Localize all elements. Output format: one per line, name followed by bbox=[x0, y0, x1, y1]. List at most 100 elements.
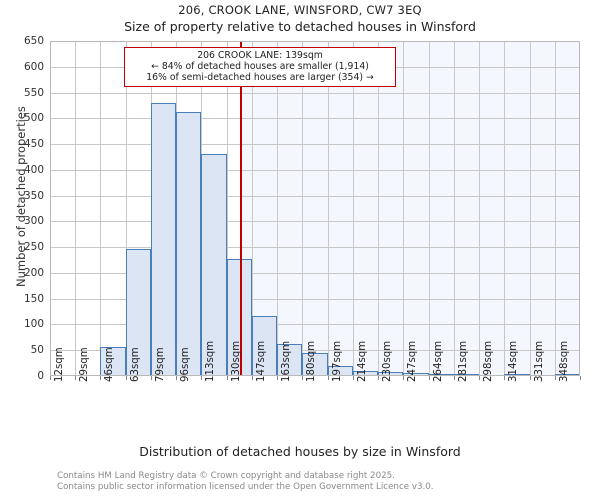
x-axis-tick bbox=[150, 376, 152, 380]
y-axis-tick-label: 350 bbox=[23, 189, 44, 202]
histogram-bar[interactable] bbox=[201, 154, 227, 376]
footer-line-2: Contains public sector information licen… bbox=[57, 482, 434, 492]
y-axis-tick-label: 100 bbox=[23, 318, 44, 331]
histogram-bar[interactable] bbox=[403, 372, 429, 376]
x-axis-tick bbox=[529, 376, 531, 380]
x-axis-tick-label: 147sqm bbox=[255, 340, 267, 382]
footer-line-1: Contains HM Land Registry data © Crown c… bbox=[57, 471, 395, 481]
x-axis-tick bbox=[554, 376, 556, 380]
x-axis-tick bbox=[378, 376, 380, 380]
gridline-vertical bbox=[554, 41, 556, 376]
footer-attribution: Contains HM Land Registry data © Crown c… bbox=[57, 471, 577, 493]
histogram-bar[interactable] bbox=[327, 365, 353, 376]
gridline-horizontal bbox=[50, 350, 580, 352]
x-axis-tick-label: 180sqm bbox=[306, 340, 318, 382]
annotation-line-3: 16% of semi-detached houses are larger (… bbox=[146, 72, 374, 83]
x-axis-tick bbox=[176, 376, 178, 380]
x-axis-tick bbox=[125, 376, 127, 380]
histogram-bar[interactable] bbox=[378, 371, 404, 376]
x-axis-tick bbox=[201, 376, 203, 380]
gridline-vertical bbox=[504, 41, 506, 376]
gridline-horizontal bbox=[50, 247, 580, 249]
gridline-vertical bbox=[75, 41, 77, 376]
histogram-bar[interactable] bbox=[277, 343, 303, 376]
y-axis-tick-label: 250 bbox=[23, 241, 44, 254]
y-axis-tick-label: 50 bbox=[30, 344, 44, 357]
histogram-bar[interactable] bbox=[125, 249, 151, 376]
gridline-vertical bbox=[327, 41, 329, 376]
x-axis-tick-label: 247sqm bbox=[407, 340, 419, 382]
histogram-bar[interactable] bbox=[251, 316, 278, 376]
y-axis-tick-label: 650 bbox=[23, 35, 44, 47]
gridline-horizontal bbox=[50, 221, 580, 223]
annotation-line-1: 206 CROOK LANE: 139sqm bbox=[197, 50, 323, 61]
x-axis-tick-label: 79sqm bbox=[154, 347, 166, 382]
x-axis-tick-label: 214sqm bbox=[356, 340, 368, 382]
y-axis-tick-label: 450 bbox=[23, 138, 44, 151]
gridline-horizontal bbox=[50, 272, 580, 274]
x-axis-tick-label: 331sqm bbox=[533, 340, 545, 382]
gridline-vertical bbox=[378, 41, 380, 376]
x-axis-title: Distribution of detached houses by size … bbox=[139, 444, 461, 459]
gridline-vertical bbox=[302, 41, 304, 376]
gridline-vertical bbox=[100, 41, 102, 376]
page-title: 206, CROOK LANE, WINSFORD, CW7 3EQ bbox=[178, 3, 422, 17]
chart-title-block: 206, CROOK LANE, WINSFORD, CW7 3EQ Size … bbox=[0, 2, 600, 36]
histogram-bar[interactable] bbox=[150, 102, 177, 376]
gridline-horizontal bbox=[50, 41, 580, 42]
gridline-vertical bbox=[453, 41, 455, 376]
x-axis-tick-label: 12sqm bbox=[54, 347, 65, 382]
y-axis-tick-label: 550 bbox=[23, 86, 44, 99]
y-axis-tick-label: 600 bbox=[23, 60, 44, 73]
x-axis-tick bbox=[302, 376, 304, 380]
y-axis-tick-label: 150 bbox=[23, 292, 44, 305]
x-axis-tick-label: 113sqm bbox=[205, 340, 217, 382]
x-axis-tick-label: 197sqm bbox=[331, 340, 343, 382]
property-size-marker-line bbox=[239, 41, 242, 376]
x-axis-tick-label: 230sqm bbox=[382, 340, 394, 382]
x-axis-tick bbox=[403, 376, 405, 380]
histogram-bar[interactable] bbox=[352, 370, 379, 376]
gridline-horizontal bbox=[50, 144, 580, 146]
x-axis-tick bbox=[352, 376, 354, 380]
histogram-bar[interactable] bbox=[100, 346, 126, 376]
gridline-vertical bbox=[251, 41, 253, 376]
gridline-vertical bbox=[226, 41, 228, 376]
x-axis-tick bbox=[75, 376, 77, 380]
x-axis-tick bbox=[327, 376, 329, 380]
x-axis-tick-label: 46sqm bbox=[104, 347, 116, 382]
histogram-bar[interactable] bbox=[226, 258, 252, 376]
x-axis-tick bbox=[479, 376, 481, 380]
histogram-bar[interactable] bbox=[428, 373, 454, 376]
x-axis-tick bbox=[100, 376, 102, 380]
annotation-line-2: ← 84% of detached houses are smaller (1,… bbox=[151, 61, 369, 72]
y-axis-tick-label: 400 bbox=[23, 163, 44, 176]
gridline-horizontal bbox=[50, 195, 580, 197]
x-axis-tick bbox=[226, 376, 228, 380]
x-axis-tick-label: 348sqm bbox=[558, 340, 570, 382]
gridline-vertical bbox=[403, 41, 405, 376]
annotation-box: 206 CROOK LANE: 139sqm ← 84% of detached… bbox=[124, 47, 396, 87]
histogram-bar[interactable] bbox=[176, 112, 202, 376]
x-axis-tick bbox=[277, 376, 279, 380]
gridline-horizontal bbox=[50, 118, 580, 120]
plot-area bbox=[50, 41, 580, 376]
x-axis-tick bbox=[504, 376, 506, 380]
x-axis-tick-label: 314sqm bbox=[508, 340, 520, 382]
gridline-vertical bbox=[529, 41, 531, 376]
y-axis-tick-label: 200 bbox=[23, 266, 44, 279]
x-axis-tick-label: 298sqm bbox=[483, 340, 495, 382]
y-axis-tick-label: 0 bbox=[37, 370, 44, 382]
x-axis-tick bbox=[580, 376, 581, 380]
x-axis-tick bbox=[50, 376, 51, 380]
x-axis-tick bbox=[251, 376, 253, 380]
chart-subtitle: Size of property relative to detached ho… bbox=[124, 19, 476, 34]
x-axis-tick-label: 29sqm bbox=[79, 347, 91, 382]
histogram-bar[interactable] bbox=[302, 352, 328, 376]
gridline-vertical bbox=[277, 41, 279, 376]
x-axis-tick-label: 264sqm bbox=[432, 340, 444, 382]
gridline-vertical bbox=[125, 41, 127, 376]
y-axis-tick-label: 500 bbox=[23, 112, 44, 125]
x-axis-tick bbox=[453, 376, 455, 380]
